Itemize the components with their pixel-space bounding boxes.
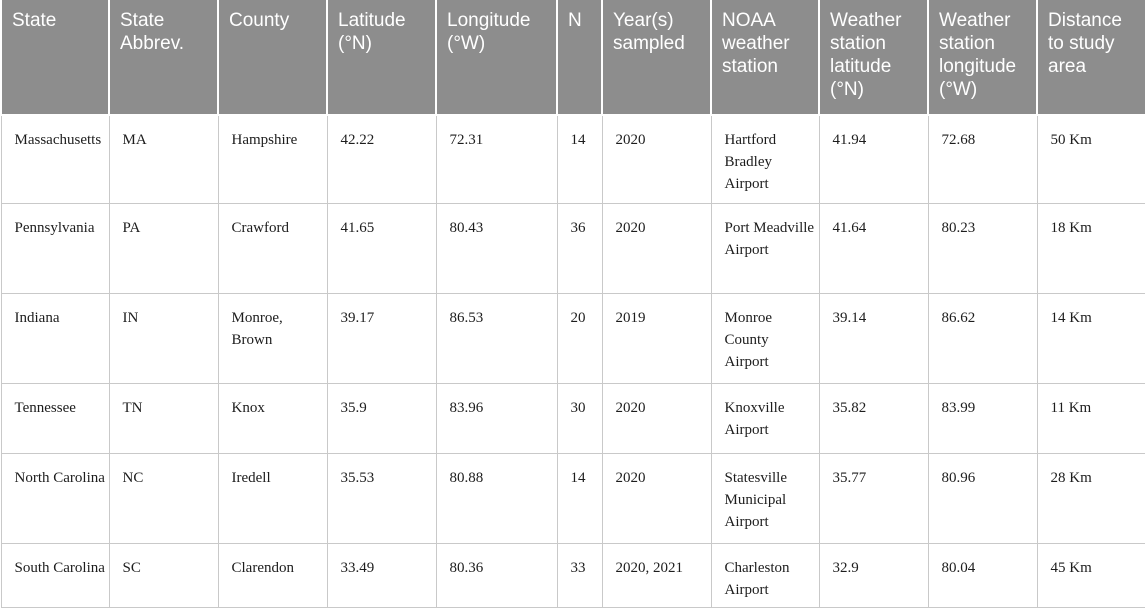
cell-station-latitude: 41.94	[818, 114, 929, 204]
cell-latitude: 35.53	[326, 452, 437, 544]
header-cell-state-abbrev: State Abbrev.	[108, 0, 218, 116]
cell-years: 2020	[601, 452, 712, 544]
cell-latitude: 35.9	[326, 382, 437, 454]
cell-abbrev: SC	[108, 542, 219, 608]
cell-years: 2020	[601, 382, 712, 454]
cell-station-longitude: 80.23	[927, 202, 1038, 294]
cell-state: Tennessee	[0, 382, 110, 454]
table-header-row: State State Abbrev. County Latitude (°N)…	[0, 0, 1145, 116]
cell-years: 2019	[601, 292, 712, 384]
cell-station-latitude: 41.64	[818, 202, 929, 294]
table-row: Tennessee TN Knox 35.9 83.96 30 2020 Kno…	[0, 382, 1145, 454]
cell-longitude: 83.96	[435, 382, 558, 454]
table-row: North Carolina NC Iredell 35.53 80.88 14…	[0, 452, 1145, 544]
cell-longitude: 72.31	[435, 114, 558, 204]
cell-station-longitude: 80.04	[927, 542, 1038, 608]
header-cell-county: County	[217, 0, 327, 116]
table-row: Massachusetts MA Hampshire 42.22 72.31 1…	[0, 114, 1145, 204]
header-cell-distance: Distance to study area	[1036, 0, 1145, 116]
cell-abbrev: TN	[108, 382, 219, 454]
cell-n: 14	[556, 114, 603, 204]
cell-distance: 11 Km	[1036, 382, 1145, 454]
cell-station-latitude: 35.77	[818, 452, 929, 544]
header-cell-latitude: Latitude (°N)	[326, 0, 436, 116]
cell-distance: 14 Km	[1036, 292, 1145, 384]
cell-years: 2020	[601, 114, 712, 204]
header-cell-noaa-station: NOAA weather station	[710, 0, 819, 116]
cell-state: South Carolina	[0, 542, 110, 608]
cell-station: Statesville Municipal Airport	[710, 452, 820, 544]
cell-distance: 28 Km	[1036, 452, 1145, 544]
cell-latitude: 39.17	[326, 292, 437, 384]
cell-n: 30	[556, 382, 603, 454]
cell-years: 2020	[601, 202, 712, 294]
cell-longitude: 80.36	[435, 542, 558, 608]
cell-abbrev: PA	[108, 202, 219, 294]
cell-years: 2020, 2021	[601, 542, 712, 608]
cell-station: Port Meadville Airport	[710, 202, 820, 294]
cell-county: Hampshire	[217, 114, 328, 204]
cell-n: 36	[556, 202, 603, 294]
header-cell-station-longitude: Weather station longitude (°W)	[927, 0, 1037, 116]
cell-state: Pennsylvania	[0, 202, 110, 294]
cell-state: North Carolina	[0, 452, 110, 544]
header-cell-years-sampled: Year(s) sampled	[601, 0, 711, 116]
cell-latitude: 42.22	[326, 114, 437, 204]
cell-station: Charleston Airport	[710, 542, 820, 608]
cell-station: Hartford Bradley Airport	[710, 114, 820, 204]
cell-county: Monroe, Brown	[217, 292, 328, 384]
cell-n: 33	[556, 542, 603, 608]
cell-state: Indiana	[0, 292, 110, 384]
cell-station-longitude: 86.62	[927, 292, 1038, 384]
cell-county: Iredell	[217, 452, 328, 544]
cell-latitude: 33.49	[326, 542, 437, 608]
header-cell-n: N	[556, 0, 602, 116]
cell-county: Knox	[217, 382, 328, 454]
cell-distance: 45 Km	[1036, 542, 1145, 608]
table-row: Pennsylvania PA Crawford 41.65 80.43 36 …	[0, 202, 1145, 294]
cell-station-latitude: 39.14	[818, 292, 929, 384]
cell-station-longitude: 80.96	[927, 452, 1038, 544]
cell-county: Clarendon	[217, 542, 328, 608]
cell-distance: 18 Km	[1036, 202, 1145, 294]
cell-distance: 50 Km	[1036, 114, 1145, 204]
cell-abbrev: NC	[108, 452, 219, 544]
cell-latitude: 41.65	[326, 202, 437, 294]
header-cell-state: State	[0, 0, 109, 116]
table-row: South Carolina SC Clarendon 33.49 80.36 …	[0, 542, 1145, 608]
cell-station-longitude: 72.68	[927, 114, 1038, 204]
cell-state: Massachusetts	[0, 114, 110, 204]
cell-n: 20	[556, 292, 603, 384]
cell-station-latitude: 35.82	[818, 382, 929, 454]
cell-longitude: 80.88	[435, 452, 558, 544]
header-cell-station-latitude: Weather station latitude (°N)	[818, 0, 928, 116]
cell-abbrev: IN	[108, 292, 219, 384]
cell-longitude: 86.53	[435, 292, 558, 384]
cell-station-longitude: 83.99	[927, 382, 1038, 454]
cell-county: Crawford	[217, 202, 328, 294]
cell-station: Monroe County Airport	[710, 292, 820, 384]
cell-station-latitude: 32.9	[818, 542, 929, 608]
table-row: Indiana IN Monroe, Brown 39.17 86.53 20 …	[0, 292, 1145, 384]
header-cell-longitude: Longitude (°W)	[435, 0, 557, 116]
cell-n: 14	[556, 452, 603, 544]
cell-longitude: 80.43	[435, 202, 558, 294]
cell-abbrev: MA	[108, 114, 219, 204]
cell-station: Knoxville Airport	[710, 382, 820, 454]
